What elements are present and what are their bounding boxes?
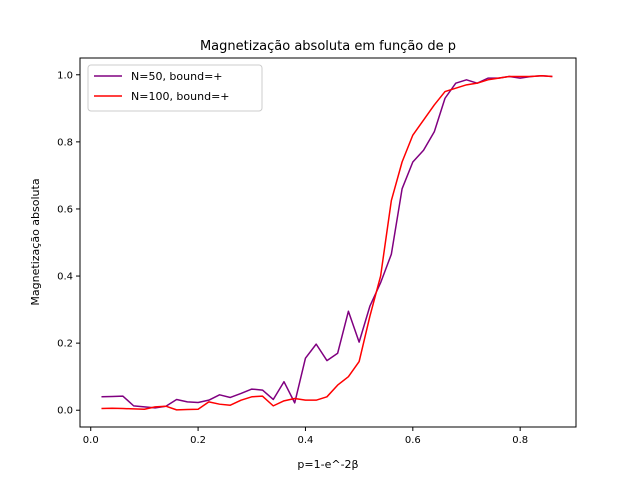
y-tick-label: 1.0 <box>57 70 73 81</box>
y-tick-label: 0.6 <box>57 204 73 215</box>
plot-area <box>101 75 553 411</box>
legend-box <box>87 64 263 112</box>
x-axis-ticks: 0.0 0.2 0.4 0.6 0.8 <box>83 427 528 446</box>
series-line-0 <box>101 75 553 409</box>
x-tick-label: 0.0 <box>83 435 99 446</box>
x-axis-label: p=1-e^-2β <box>297 458 358 471</box>
legend-entry-0: N=50, bound=+ <box>131 70 223 83</box>
axes-frame <box>79 57 577 428</box>
y-axis-ticks: 0.0 0.2 0.4 0.6 0.8 1.0 <box>57 70 80 417</box>
y-tick-label: 0.8 <box>57 137 73 148</box>
y-axis-label: Magnetização absoluta <box>29 178 42 305</box>
series-line-1 <box>101 75 553 411</box>
chart-title: Magnetização absoluta em função de p <box>200 39 456 54</box>
y-tick-label: 0.0 <box>57 406 73 417</box>
x-tick-label: 0.8 <box>512 435 528 446</box>
y-tick-label: 0.2 <box>57 339 73 350</box>
legend-entry-1: N=100, bound=+ <box>131 90 230 103</box>
x-tick-label: 0.6 <box>405 435 421 446</box>
x-tick-label: 0.4 <box>298 435 314 446</box>
y-tick-label: 0.4 <box>57 272 73 283</box>
x-tick-label: 0.2 <box>190 435 206 446</box>
legend: N=50, bound=+ N=100, bound=+ <box>87 64 263 112</box>
